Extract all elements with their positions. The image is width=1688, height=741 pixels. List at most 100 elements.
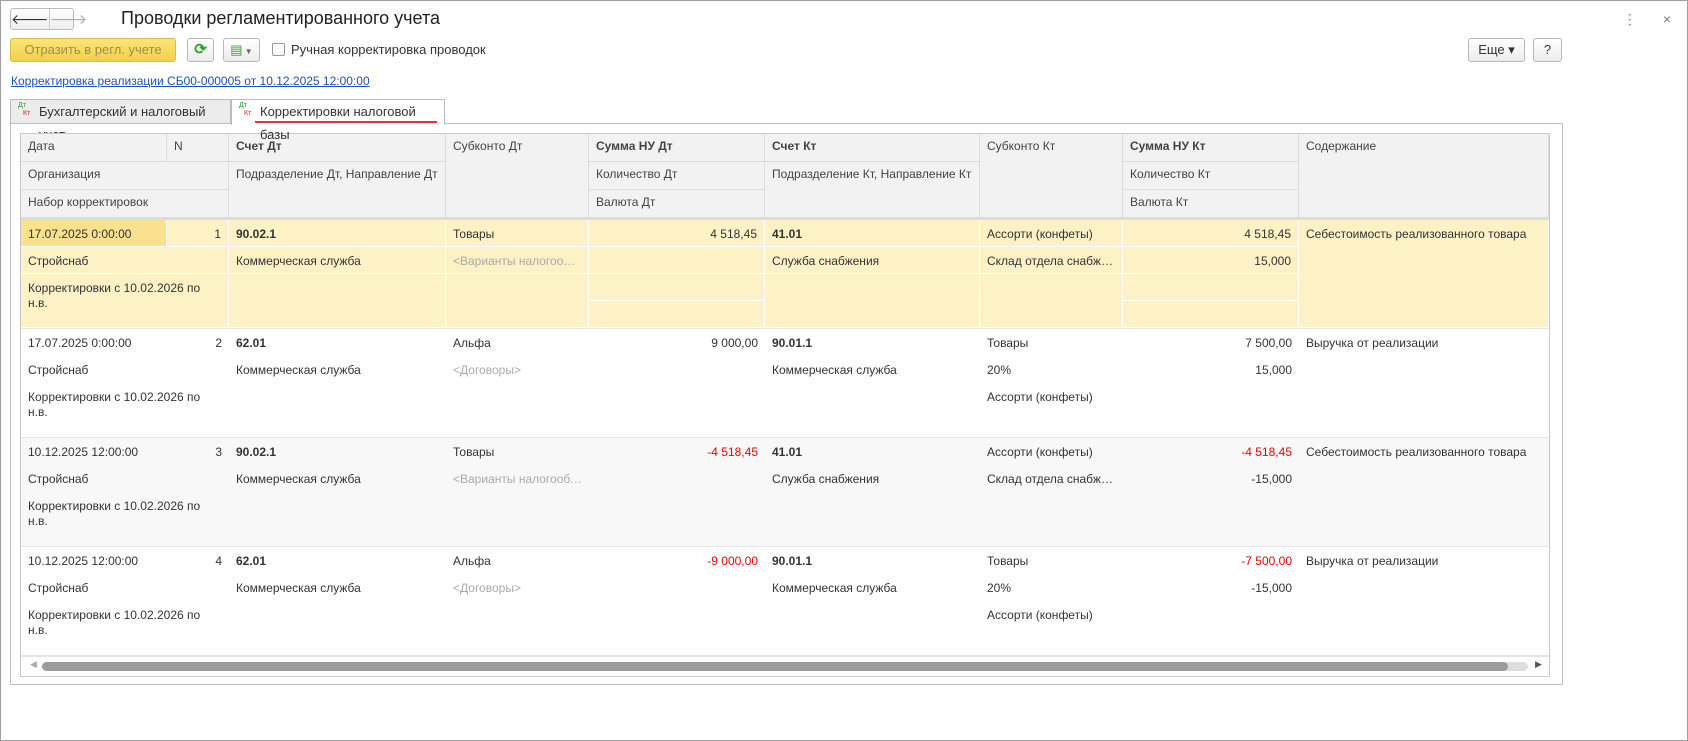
cell-acc-kt[interactable]: 90.01.1 [772, 336, 813, 350]
cell-sum-dt[interactable]: -9 000,00 [707, 554, 758, 568]
cell-empty[interactable] [589, 519, 765, 546]
cell-sub-dt[interactable]: Альфа [453, 336, 491, 350]
cell-content[interactable]: Себестоимость реализованного товара [1306, 445, 1527, 459]
cell-div-dt[interactable]: Коммерческая служба [229, 247, 446, 274]
tab-tax-corrections[interactable]: Дт Кт Корректировки налоговой базы [231, 99, 445, 142]
cell-empty[interactable] [446, 492, 589, 546]
cell-sub-kt[interactable]: Ассорти (конфеты) [987, 390, 1093, 404]
cell-empty[interactable] [446, 601, 589, 655]
cell-sum-kt[interactable]: -4 518,45 [1241, 445, 1292, 459]
cell-cur-kt[interactable] [1123, 274, 1299, 301]
col-qty-dt[interactable]: Количество Дт [589, 162, 765, 190]
cell-sum-kt[interactable]: 7 500,00 [1245, 336, 1292, 350]
copy-dropdown-button[interactable]: ▤ ▼ [223, 38, 260, 62]
table-row[interactable]: 10.12.2025 12:00:00 3 Стройснаб Корректиров… [21, 438, 1549, 547]
cell-sub-kt[interactable]: Склад отдела снабжения [987, 472, 1123, 486]
cell-qty-dt[interactable] [589, 247, 765, 274]
cell-n[interactable]: 4 [215, 554, 222, 568]
more-button[interactable]: Еще ▾ [1468, 38, 1525, 62]
cell-div-kt[interactable]: Коммерческая служба [772, 581, 897, 595]
horizontal-scrollbar[interactable]: ◀ ▶ [21, 656, 1549, 672]
col-sum-kt[interactable]: Сумма НУ Кт [1123, 134, 1299, 162]
cell-empty[interactable] [589, 410, 765, 437]
forward-arrow-icon[interactable]: 🡒 [48, 9, 88, 29]
cell-empty[interactable] [765, 274, 980, 328]
cell-cur-kt[interactable] [1123, 383, 1299, 410]
cell-acc-dt[interactable]: 62.01 [236, 336, 267, 350]
cell-empty[interactable] [446, 383, 589, 437]
cell-sub-dt[interactable]: Товары [446, 220, 589, 247]
entries-table[interactable]: Дата N Организация Набор корректировок С… [20, 133, 1550, 677]
table-row[interactable]: 10.12.2025 12:00:00 4 Стройснаб Корректиров… [21, 547, 1549, 656]
cell-org[interactable]: Стройснаб [21, 247, 229, 274]
cell-content[interactable]: Выручка от реализации [1306, 336, 1439, 350]
cell-qty-dt[interactable] [589, 574, 765, 601]
cell-empty[interactable] [1123, 519, 1299, 546]
col-div-dt[interactable]: Подразделение Дт, Направление Дт [229, 162, 446, 218]
cell-sub-dt[interactable]: <Договоры> [453, 363, 521, 377]
cell-sum-dt[interactable]: -4 518,45 [707, 445, 758, 459]
cell-set[interactable]: Корректировки с 10.02.2026 по н.в. [21, 274, 229, 328]
cell-sub-dt[interactable]: Товары [453, 445, 495, 459]
cell-date[interactable]: 10.12.2025 12:00:00 [28, 445, 139, 459]
help-button[interactable]: ? [1533, 38, 1562, 62]
cell-sub-kt[interactable]: Ассорти (конфеты) [987, 445, 1093, 459]
refresh-icon[interactable]: ⟳ [187, 38, 214, 62]
cell-acc-dt[interactable]: 90.02.1 [236, 445, 277, 459]
cell-sub-kt[interactable]: Ассорти (конфеты) [980, 220, 1123, 247]
cell-sum-dt[interactable]: 9 000,00 [711, 336, 758, 350]
cell-sub-dt[interactable]: <Варианты налогообложения> [446, 247, 589, 274]
cell-qty-kt[interactable]: 15,000 [1255, 363, 1292, 377]
cell-sub-dt[interactable]: <Варианты налогообложения> [453, 472, 589, 486]
cell-empty[interactable] [1123, 410, 1299, 437]
col-acc-kt[interactable]: Счет Кт [765, 134, 980, 162]
cell-acc-kt[interactable]: 41.01 [765, 220, 980, 247]
cell-org[interactable]: Стройснаб [28, 472, 89, 486]
cell-empty[interactable] [765, 601, 980, 655]
col-n[interactable]: N [167, 134, 229, 162]
cell-org[interactable]: Стройснаб [28, 581, 89, 595]
cell-sub-kt[interactable]: Товары [987, 336, 1029, 350]
col-qty-kt[interactable]: Количество Кт [1123, 162, 1299, 190]
cell-content[interactable]: Себестоимость реализованного товара [1299, 220, 1549, 328]
col-sub-kt[interactable]: Субконто Кт [980, 134, 1123, 218]
cell-cur-dt[interactable] [589, 601, 765, 628]
cell-sub-dt[interactable]: Альфа [453, 554, 491, 568]
back-arrow-icon[interactable]: 🡐 [11, 11, 49, 27]
col-set[interactable]: Набор корректировок [21, 190, 229, 218]
cell-qty-kt[interactable]: 15,000 [1123, 247, 1299, 274]
cell-div-kt[interactable]: Коммерческая служба [772, 363, 897, 377]
cell-qty-dt[interactable] [589, 465, 765, 492]
cell-empty[interactable] [446, 274, 589, 328]
cell-sum-kt[interactable]: -7 500,00 [1241, 554, 1292, 568]
cell-set[interactable]: Корректировки с 10.02.2026 по н.в. [28, 499, 201, 528]
close-icon[interactable]: × [1662, 11, 1671, 27]
cell-n[interactable]: 1 [167, 220, 229, 247]
cell-sub-kt[interactable]: Склад отдела снабжения [980, 247, 1123, 274]
col-sub-dt[interactable]: Субконто Дт [446, 134, 589, 218]
cell-sub-kt[interactable] [980, 274, 1123, 328]
cell-sub-dt[interactable]: <Договоры> [453, 581, 521, 595]
cell-empty[interactable] [229, 492, 446, 546]
cell-org[interactable]: Стройснаб [28, 363, 89, 377]
cell-acc-dt[interactable]: 62.01 [236, 554, 267, 568]
cell-acc-kt[interactable]: 90.01.1 [772, 554, 813, 568]
scroll-right-icon[interactable]: ▶ [1535, 659, 1542, 669]
cell-empty[interactable] [229, 601, 446, 655]
cell-sum-dt[interactable]: 4 518,45 [589, 220, 765, 247]
cell-empty[interactable] [1123, 628, 1299, 655]
cell-qty-kt[interactable]: -15,000 [1251, 581, 1292, 595]
col-date[interactable]: Дата [21, 134, 167, 162]
table-row[interactable]: 17.07.2025 0:00:00 2 Стройснаб Корректировк… [21, 329, 1549, 438]
cell-set[interactable]: Корректировки с 10.02.2026 по н.в. [28, 390, 201, 419]
cell-empty[interactable] [229, 274, 446, 328]
cell-cur-dt[interactable] [589, 383, 765, 410]
col-sum-dt[interactable]: Сумма НУ Дт [589, 134, 765, 162]
cell-div-dt[interactable]: Коммерческая служба [236, 581, 361, 595]
manual-correction-checkbox[interactable] [272, 43, 285, 56]
cell-sub-kt[interactable]: Ассорти (конфеты) [987, 608, 1093, 622]
cell-n[interactable]: 3 [215, 445, 222, 459]
cell-qty-kt[interactable]: -15,000 [1251, 472, 1292, 486]
table-row[interactable]: 17.07.2025 0:00:00 1 Стройснаб Корректировк… [21, 220, 1549, 329]
